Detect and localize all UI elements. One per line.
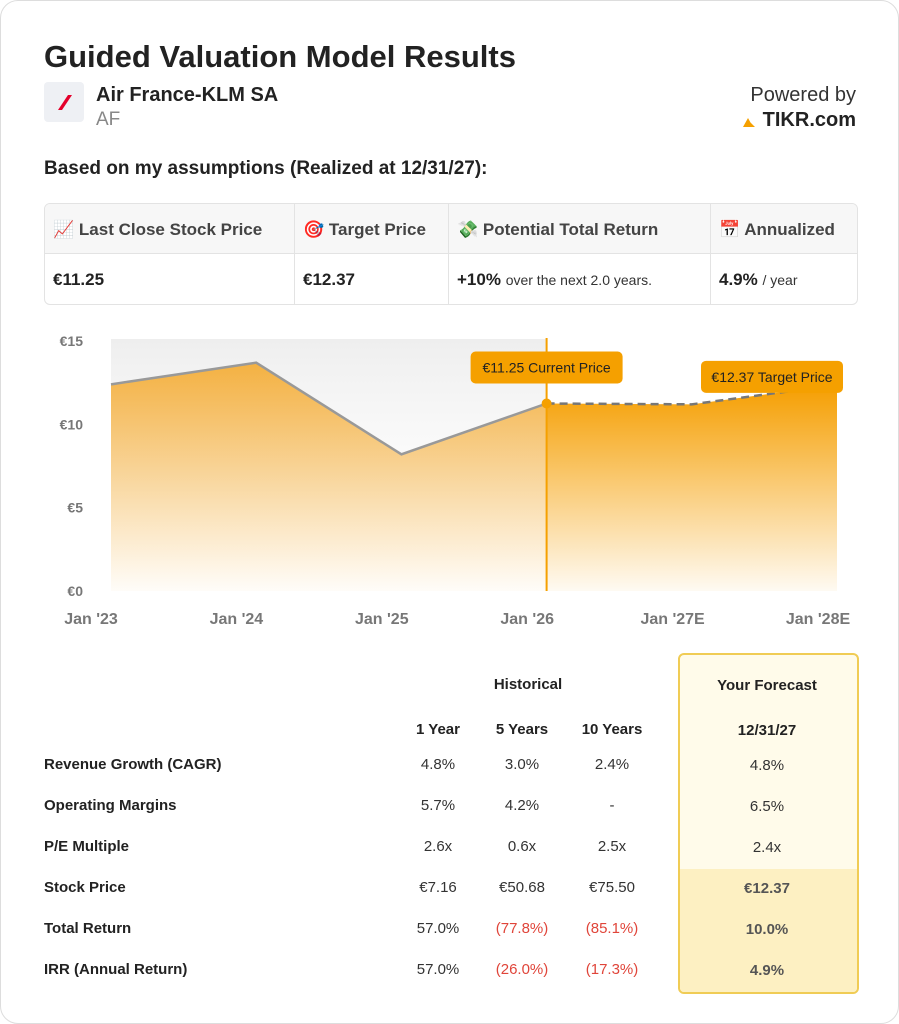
row-label: P/E Multiple — [44, 838, 130, 855]
cell: 2.4x — [752, 839, 782, 856]
cell: 5.7% — [420, 797, 456, 814]
x-tick-label: Jan '24 — [210, 611, 264, 628]
annualized-value: 4.9% — [719, 270, 758, 289]
x-tick-label: Jan '26 — [500, 611, 554, 628]
icon: 📈 — [53, 220, 75, 239]
forecast-highlight — [680, 869, 857, 992]
line — [110, 361, 548, 456]
cell: €75.50 — [589, 879, 635, 896]
area — [546, 384, 837, 591]
return-value: +10% — [457, 270, 501, 289]
row-label: Total Return — [44, 920, 132, 937]
last-close: €11.25 — [45, 254, 295, 304]
brand: TIKR.com — [762, 109, 856, 131]
row-label: Stock Price — [44, 879, 126, 896]
header-text: Potential Total Return — [482, 220, 659, 239]
cell: 57.0% — [416, 920, 460, 937]
summary-header: 💸 Potential Total Return — [449, 204, 711, 254]
column-header: 1 Year — [416, 721, 460, 738]
row-label: IRR (Annual Return) — [44, 961, 188, 978]
cell: (85.1%) — [585, 920, 639, 937]
cell: 10.0% — [745, 921, 789, 938]
annualized-note: / year — [762, 272, 798, 288]
row-label: Operating Margins — [44, 797, 177, 814]
row-label: Revenue Growth (CAGR) — [44, 756, 222, 773]
y-tick-label: €5 — [67, 500, 83, 516]
column-header: 10 Years — [581, 721, 643, 738]
icon: 🎯 — [303, 220, 325, 239]
company-logo — [44, 82, 84, 122]
target-price: €12.37 — [295, 254, 449, 304]
cell: €50.68 — [499, 879, 545, 896]
cell: (77.8%) — [495, 920, 549, 937]
summary-header: 🎯 Target Price — [295, 204, 449, 254]
cell: 2.5x — [597, 838, 627, 855]
price-chart: €0 €5 €10 €15 Jan '23 Jan '24 Jan '25 Jan '26 Ja… — [60, 333, 851, 628]
x-tick-label: Jan '28E — [786, 611, 851, 628]
icon: 📅 — [719, 220, 741, 239]
annotation: €11.25 Current Price — [483, 360, 611, 376]
cell: 0.6x — [507, 838, 537, 855]
summary-table: 📈 Last Close Stock Price 🎯 Target Price … — [44, 203, 858, 305]
cell: 6.5% — [749, 798, 785, 815]
logo-mark — [58, 95, 72, 110]
y-tick-label: €10 — [60, 416, 84, 432]
x-tick-label: Jan '25 — [355, 611, 409, 628]
icon: 💸 — [457, 220, 479, 239]
area — [111, 362, 547, 591]
header-text: Last Close Stock Price — [78, 220, 263, 239]
title: Guided Valuation Model Results — [44, 39, 516, 74]
group-header: Your Forecast — [717, 677, 817, 694]
annotation: €12.37 Target Price — [711, 369, 832, 385]
y-tick-label: €0 — [67, 583, 83, 599]
cell: - — [609, 797, 615, 814]
cell: 4.8% — [749, 757, 785, 774]
cell: €7.16 — [419, 879, 457, 896]
x-tick-label: Jan '23 — [64, 611, 118, 628]
forecast-panel — [678, 653, 859, 994]
total-return: +10% over the next 2.0 years. — [449, 254, 711, 304]
summary-header: 📈 Last Close Stock Price — [45, 204, 295, 254]
column-header: 5 Years — [495, 721, 549, 738]
cell: €12.37 — [744, 880, 790, 897]
y-tick-label: €15 — [60, 333, 84, 349]
header-text: Annualized — [744, 220, 835, 239]
cell: 2.6x — [423, 838, 453, 855]
return-note: over the next 2.0 years. — [505, 272, 652, 288]
cell: 4.8% — [420, 756, 456, 773]
company-name: Air France-KLM SA — [96, 84, 279, 106]
powered-by: Powered by — [750, 84, 856, 106]
summary-header: 📅 Annualized — [711, 204, 857, 254]
group-header: Historical — [493, 676, 563, 693]
cell: 57.0% — [416, 961, 460, 978]
header-text: Target Price — [328, 220, 426, 239]
cell: 4.2% — [504, 797, 540, 814]
cell: 2.4% — [594, 756, 630, 773]
cell: (26.0%) — [495, 961, 549, 978]
brand-icon — [743, 118, 755, 127]
x-tick-label: Jan '27E — [640, 611, 705, 628]
ticker: AF — [96, 109, 121, 130]
line — [546, 383, 838, 406]
column-header: 12/31/27 — [737, 722, 797, 739]
annualized: 4.9% / year — [711, 254, 857, 304]
cell: 3.0% — [504, 756, 540, 773]
annotation-box — [470, 351, 623, 384]
cell: (17.3%) — [585, 961, 639, 978]
annotation-box — [701, 360, 843, 393]
cell: 4.9% — [749, 962, 785, 979]
current-point — [541, 398, 552, 409]
subtitle: Based on my assumptions (Realized at 12/… — [44, 158, 488, 179]
